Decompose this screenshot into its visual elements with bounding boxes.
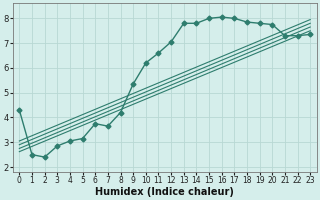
- X-axis label: Humidex (Indice chaleur): Humidex (Indice chaleur): [95, 187, 234, 197]
